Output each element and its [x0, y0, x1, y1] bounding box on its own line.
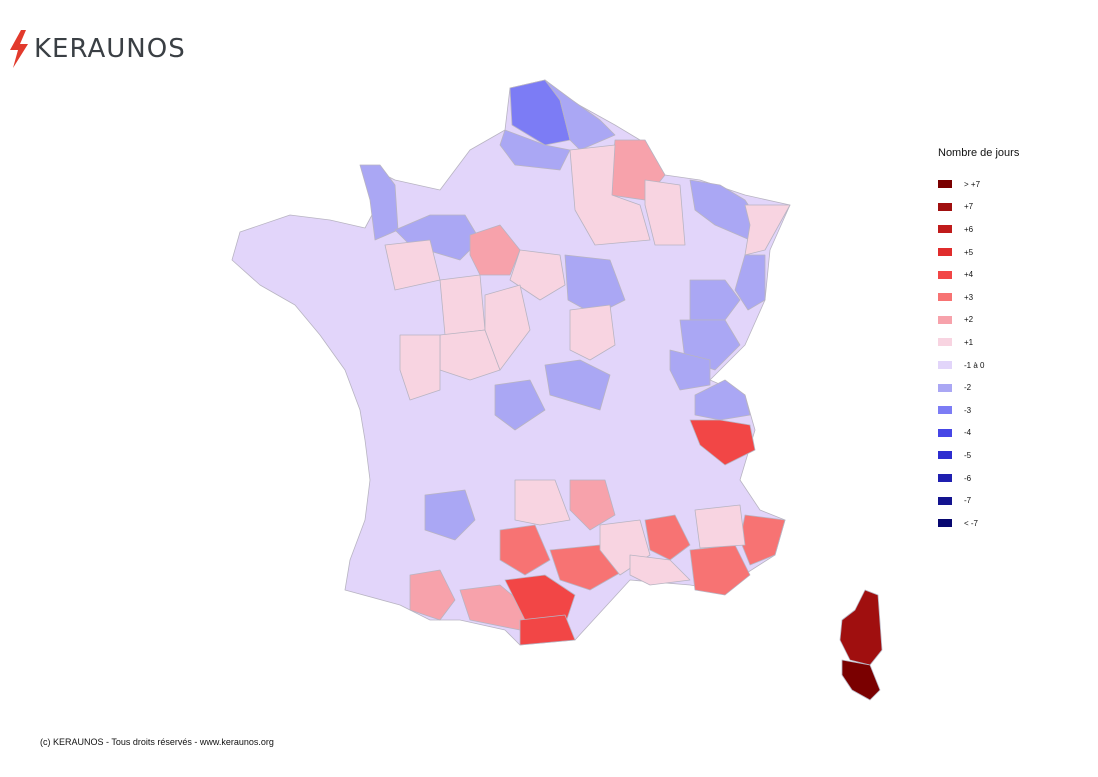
keraunos-logo: KERAUNOS [8, 30, 186, 68]
legend-label: -2 [964, 383, 972, 393]
legend-label: +4 [964, 270, 974, 280]
legend-title: Nombre de jours [938, 147, 1020, 159]
legend-swatch [938, 315, 952, 324]
legend-swatch [938, 338, 952, 347]
legend-label: -1 à 0 [964, 360, 985, 370]
region-haute-corse [839, 589, 883, 666]
legend-item: +3 [938, 286, 1019, 309]
legend-swatch [938, 248, 952, 257]
region-vienne [399, 334, 441, 401]
legend-swatch [938, 361, 952, 370]
legend-item: -1 à 0 [938, 354, 1019, 377]
region-haute-saone [689, 279, 741, 321]
legend-item: +2 [938, 309, 1019, 332]
copyright-footer: (c) KERAUNOS - Tous droits réservés - ww… [40, 737, 274, 747]
legend-swatch [938, 293, 952, 302]
legend-label: -6 [964, 473, 972, 483]
region-nievre [569, 304, 616, 361]
legend-label: +2 [964, 315, 974, 325]
legend-label: -4 [964, 428, 972, 438]
legend-item: -4 [938, 422, 1019, 445]
legend-label: +7 [964, 202, 974, 212]
legend-item: > +7 [938, 173, 1019, 196]
region-loiret [509, 249, 566, 301]
region-bouches-du-rhone [629, 554, 691, 586]
legend-item: -3 [938, 399, 1019, 422]
region-gironde [424, 489, 476, 541]
legend-item: +7 [938, 196, 1019, 219]
region-savoie [689, 419, 756, 466]
legend-swatch [938, 451, 952, 460]
legend-label: > +7 [964, 179, 981, 189]
legend-swatch [938, 496, 952, 505]
legend-swatch [938, 519, 952, 528]
legend-label: -3 [964, 405, 972, 415]
legend-swatch [938, 383, 952, 392]
region-alsace-sud [734, 254, 766, 311]
region-creuse [494, 379, 546, 431]
region-corse-du-sud [841, 659, 881, 701]
region-eure-et-loir [469, 224, 521, 276]
region-aude [504, 574, 576, 626]
region-tarn [499, 524, 551, 576]
legend-label: -5 [964, 450, 972, 460]
legend-item: +4 [938, 263, 1019, 286]
legend-rows: > +7 +7 +6 +5 +4 +3 +2 +1 -1 à 0 -2 -3 -4 -5 -6 -7 < -7 [938, 173, 1019, 535]
legend-item: +5 [938, 241, 1019, 264]
legend-label: < -7 [964, 518, 979, 528]
region-cher [484, 284, 531, 371]
region-jura [669, 349, 711, 391]
map-legend: Nombre de jours > +7 +7 +6 +5 +4 +3 +2 +1 -1 à 0… [938, 147, 1019, 535]
region-alpes-maritimes [739, 514, 786, 566]
region-nord-est [544, 79, 616, 151]
legend-item: -5 [938, 444, 1019, 467]
legend-swatch [938, 406, 952, 415]
legend-swatch [938, 202, 952, 211]
legend-label: +6 [964, 224, 974, 234]
region-haute-savoie [694, 379, 751, 421]
brand-name: KERAUNOS [34, 34, 186, 64]
region-vaucluse [644, 514, 691, 561]
region-lozere [569, 479, 616, 531]
region-marne [569, 144, 651, 246]
legend-item: -7 [938, 489, 1019, 512]
region-aveyron [514, 479, 571, 526]
legend-label: +3 [964, 292, 974, 302]
legend-item: < -7 [938, 512, 1019, 535]
legend-label: +5 [964, 247, 974, 257]
region-pyrenees-orientales [519, 614, 576, 646]
region-loir-cher [439, 274, 486, 336]
legend-swatch [938, 474, 952, 483]
legend-swatch [938, 225, 952, 234]
lightning-bolt-icon [10, 30, 28, 68]
region-allier [544, 359, 611, 411]
region-alpes-haute-provence [694, 504, 746, 549]
legend-item: +6 [938, 218, 1019, 241]
region-pyrenees-atlantiques [409, 569, 456, 621]
legend-label: +1 [964, 337, 974, 347]
legend-item: -6 [938, 467, 1019, 490]
legend-swatch [938, 270, 952, 279]
region-meuse [644, 179, 686, 246]
legend-label: -7 [964, 496, 972, 506]
legend-swatch [938, 180, 952, 189]
legend-swatch [938, 428, 952, 437]
region-alsace-nord [744, 204, 791, 256]
legend-item: -2 [938, 376, 1019, 399]
region-somme [499, 129, 571, 171]
legend-item: +1 [938, 331, 1019, 354]
